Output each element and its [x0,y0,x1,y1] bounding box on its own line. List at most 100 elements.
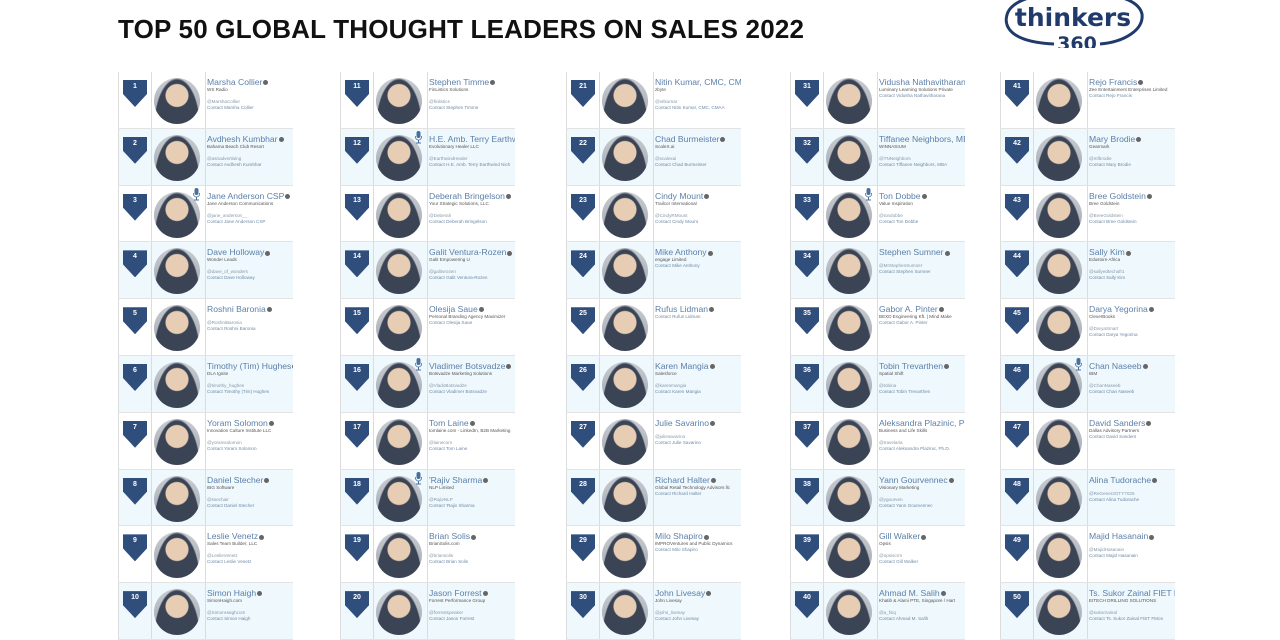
leader-row[interactable]: 23 Cindy Mount Trailcor International @Cind… [566,185,741,243]
contact-link[interactable]: Contact Majid Hasanain [1089,553,1138,559]
leader-row[interactable]: 19 Brian Solis BrianSolis.com @briansolis Co… [340,526,515,584]
leader-handle[interactable]: @tobina [879,382,897,388]
info-icon[interactable] [709,421,715,427]
contact-link[interactable]: Contact Sally Kim [1089,275,1126,281]
leader-name[interactable]: Gabor A. Pinter [879,304,938,315]
info-icon[interactable] [921,534,927,540]
info-icon[interactable] [709,307,715,313]
leader-name[interactable]: Daniel Stecher [207,474,264,485]
info-icon[interactable] [506,364,512,370]
leader-row[interactable]: 42 Mary Brodie Gearmark @mfbrodie Contact Ma… [1000,128,1175,186]
info-icon[interactable] [940,591,946,597]
leader-handle[interactable]: @BreeGoldstein [1089,212,1123,218]
avatar[interactable] [826,305,872,352]
avatar[interactable] [1036,361,1082,408]
contact-link[interactable]: Contact Ts. Sukor Zainal FIET FMon [1089,616,1164,622]
leader-name[interactable]: 'Rajiv Sharma [429,474,483,485]
avatar[interactable] [826,475,872,522]
leader-row[interactable]: 18 'Rajiv Sharma NLP Limited @RajivNLP Conta… [340,469,515,527]
avatar[interactable] [154,532,200,579]
info-icon[interactable] [1149,534,1155,540]
info-icon[interactable] [1146,421,1152,427]
contact-link[interactable]: Contact Tom Laine [429,445,468,451]
leader-name[interactable]: Vladimer Botsvadze [429,360,506,371]
leader-name[interactable]: Ahmad M. Salih [879,588,940,599]
leader-name[interactable]: Simon Haigh [207,588,257,599]
contact-link[interactable]: Contact Stephen Timme [429,105,479,110]
leader-row[interactable]: 6 Timothy (Tim) Hughes DLA Ignite @timothy_… [118,355,293,413]
info-icon[interactable] [720,137,726,143]
avatar[interactable] [154,78,200,124]
leader-row[interactable]: 46 Chan Naseeb IBM @ChanNaseeb Contact Chan … [1000,355,1175,413]
avatar[interactable] [602,191,648,238]
leader-row[interactable]: 27 Julie Savarino @juliesavarino Contact Ju… [566,412,741,470]
contact-link[interactable]: Contact Roshni Baronia [207,326,256,332]
leader-name[interactable]: David Sanders [1089,417,1146,428]
leader-row[interactable]: 32 Tiffanee Neighbors, MBA WINNASIUM @TNNei… [790,128,965,186]
leader-row[interactable]: 44 Sally Kim Edustore Africa @sallyedtechaf… [1000,242,1175,300]
leader-handle[interactable]: @mfbrodie [1089,155,1112,161]
leader-name[interactable]: Richard Halter [655,474,710,485]
info-icon[interactable] [938,307,944,313]
leader-row[interactable]: 25 Rufus Lidman Contact Rufus Lidman [566,299,741,356]
leader-name[interactable]: Tobin Trevarthen [879,360,944,371]
info-icon[interactable] [482,591,488,597]
avatar[interactable] [376,78,422,124]
avatar[interactable] [602,78,648,124]
leader-name[interactable]: Avdhesh Kumbhar [207,133,278,144]
contact-link[interactable]: Contact Vidusha Nathavitharana [879,93,946,98]
avatar[interactable] [602,532,648,579]
contact-link[interactable]: Contact Gabor A. Pinter [879,320,928,326]
avatar[interactable] [154,305,200,352]
avatar[interactable] [154,589,200,636]
leader-row[interactable]: 31 Vidusha Nathavitharana Luminary Learnin… [790,72,965,129]
contact-link[interactable]: Contact John Livesay [655,616,699,622]
leader-name[interactable]: Tom Laine [429,417,469,428]
info-icon[interactable] [292,364,293,370]
contact-link[interactable]: Contact Stephen Sumner [879,269,931,275]
leader-handle[interactable]: @MrStephenSumner [879,263,923,269]
contact-link[interactable]: Contact Gill Walker [879,559,919,565]
info-icon[interactable] [1125,250,1131,256]
leader-name[interactable]: Majid Hasanain [1089,531,1149,542]
info-icon[interactable] [944,250,950,256]
leader-handle[interactable]: @ssechair [207,496,229,502]
avatar[interactable] [602,134,648,181]
leader-row[interactable]: 12 H.E. Amb. Terry EarthwindEvolutionary … [340,128,515,186]
leader-handle[interactable]: @travelaria [879,439,903,445]
contact-link[interactable]: Contact Yann Gourvennec [879,502,933,508]
info-icon[interactable] [1142,364,1148,370]
contact-link[interactable]: Contact Mary Brodie [1089,161,1131,167]
leader-handle[interactable]: @SimonHaighcom [207,610,246,616]
info-icon[interactable] [1138,80,1144,86]
leader-row[interactable]: 2 Avdhesh Kumbhar Bahama Beach Club Resort… [118,128,293,186]
info-icon[interactable] [263,80,269,86]
info-icon[interactable] [469,421,475,427]
contact-link[interactable]: Contact Avdhesh Kumbhar [207,161,262,167]
leader-name[interactable]: Ton Dobbe [879,190,921,201]
contact-link[interactable]: Contact Galit Ventura-Rozen [429,275,488,281]
leader-handle[interactable]: @VladoBotsvadze [429,382,467,388]
leader-row[interactable]: 5 Roshni Baronia @RoshniBaronia Contact Ros… [118,299,293,356]
avatar[interactable] [826,361,872,408]
leader-row[interactable]: 49 Majid Hasanain @MajidHasanain Contact Ma… [1000,526,1175,584]
leader-row[interactable]: 28 Richard Halter Global Retail Technology… [566,469,741,527]
info-icon[interactable] [944,364,950,370]
info-icon[interactable] [285,193,291,199]
leader-handle[interactable]: @galitvrozen [429,269,456,275]
avatar[interactable] [1036,532,1082,579]
info-icon[interactable] [703,534,709,540]
leader-handle[interactable]: @RajivNLP [429,496,453,502]
info-icon[interactable] [257,591,263,597]
leader-name[interactable]: Timothy (Tim) Hughes [207,360,292,371]
leader-row[interactable]: 38 Yann Gourvennec Visionary Marketing @ygo… [790,469,965,527]
info-icon[interactable] [265,250,271,256]
leader-row[interactable]: 15 Olesija Saue Personal Branding Agency M… [340,299,515,356]
leader-name[interactable]: Stephen Timme [429,77,490,87]
avatar[interactable] [602,418,648,465]
info-icon[interactable] [490,80,496,86]
leader-name[interactable]: Sally Kim [1089,247,1125,258]
leader-handle[interactable]: @a_fsiq [879,610,896,616]
contact-link[interactable]: Contact Chad Burmeister [655,161,707,167]
avatar[interactable] [826,248,872,295]
